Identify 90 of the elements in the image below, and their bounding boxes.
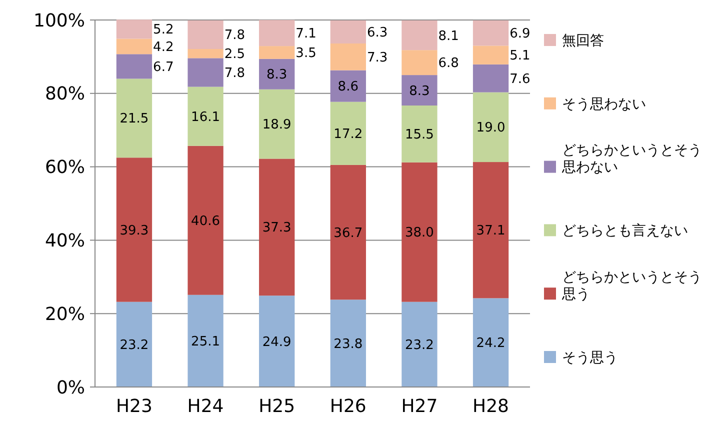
bar: [330, 70, 366, 102]
bar: [330, 300, 366, 387]
bar: [472, 46, 509, 64]
bar: [259, 46, 295, 59]
data-label: 8.6: [338, 80, 358, 95]
data-label: 23.2: [120, 338, 149, 353]
data-label: 40.6: [191, 214, 220, 229]
bar: [472, 20, 509, 46]
data-label: 19.0: [476, 120, 506, 136]
bar: [116, 78, 152, 158]
data-label: 6.3: [366, 25, 388, 40]
bar: [259, 89, 295, 159]
data-label: 5.1: [510, 48, 530, 64]
data-label: 7.3: [366, 50, 388, 66]
y-tick-label: 20%: [44, 304, 85, 325]
x-tick-label: H26: [330, 396, 366, 417]
bar: [402, 20, 438, 50]
data-label: 3.5: [296, 46, 316, 62]
data-label: 25.1: [191, 334, 220, 350]
data-label: 17.2: [334, 126, 363, 142]
bar: [259, 158, 295, 296]
bar: [116, 54, 152, 79]
bar: [188, 48, 224, 58]
data-label: 23.2: [404, 338, 434, 353]
legend-label: どちらとも言えない: [562, 223, 688, 240]
bar: [116, 38, 152, 54]
bar: [259, 58, 295, 90]
bar: [402, 75, 438, 106]
data-label: 8.3: [266, 68, 288, 83]
bar: [259, 296, 295, 387]
bar: [188, 86, 224, 146]
data-label: 15.5: [404, 128, 434, 143]
bar: [116, 302, 152, 387]
bar: [402, 106, 438, 162]
data-label: 36.7: [334, 226, 363, 241]
y-tick-label: 80%: [44, 84, 85, 105]
bar: [188, 20, 224, 49]
data-label: 6.8: [438, 56, 459, 72]
data-label: 8.3: [409, 84, 430, 99]
data-label: 7.8: [224, 66, 246, 82]
legend-label: そう思わない: [562, 96, 646, 112]
data-label: 24.2: [476, 336, 506, 352]
data-label: 21.5: [120, 112, 149, 127]
y-tick-label: 100%: [34, 10, 85, 32]
data-label: 37.1: [476, 224, 506, 239]
legend-label: どちらかというとそう思わない: [561, 142, 702, 176]
data-label: 39.3: [120, 223, 149, 238]
bar: [116, 158, 152, 302]
data-label: 2.5: [224, 47, 246, 62]
data-label: 6.9: [510, 26, 530, 42]
data-label: 7.1: [296, 26, 316, 42]
data-label: 6.7: [153, 60, 174, 75]
bar: [472, 92, 509, 162]
data-label: 18.9: [262, 118, 292, 133]
bar: [472, 298, 509, 387]
x-tick-label: H23: [116, 396, 152, 417]
y-tick-label: 40%: [44, 230, 85, 252]
bar: [188, 146, 224, 295]
x-tick-label: H28: [472, 396, 510, 417]
data-label: 16.1: [191, 110, 220, 125]
x-tick-label: H25: [258, 396, 296, 417]
bar: [402, 302, 438, 387]
bar: [116, 20, 152, 39]
bar: [330, 102, 366, 165]
data-label: 37.3: [262, 220, 292, 236]
data-label: 7.8: [224, 28, 246, 44]
bar: [188, 294, 224, 387]
bar: [259, 20, 295, 46]
data-label: 5.2: [153, 22, 174, 38]
data-label: 23.8: [334, 336, 363, 352]
legend-label: そう思う: [562, 350, 618, 366]
bar: [188, 58, 224, 87]
bar: [472, 162, 509, 298]
bar: [402, 50, 438, 76]
y-tick-label: 60%: [44, 157, 85, 178]
data-label: 8.1: [438, 28, 459, 44]
x-tick-label: H24: [187, 396, 224, 417]
legend-label: 無回答: [562, 32, 604, 49]
bar: [330, 43, 366, 70]
data-label: 4.2: [153, 40, 174, 55]
data-label: 24.9: [262, 334, 292, 350]
bar: [402, 162, 438, 302]
x-tick-label: H27: [401, 396, 438, 417]
data-label: 38.0: [404, 226, 434, 241]
bar: [330, 20, 366, 44]
legend-label: どちらかというとそう思う: [561, 270, 702, 302]
bar: [330, 164, 366, 300]
y-tick-label: 0%: [56, 377, 85, 398]
data-label: 7.6: [510, 72, 530, 87]
bar: [472, 64, 509, 92]
